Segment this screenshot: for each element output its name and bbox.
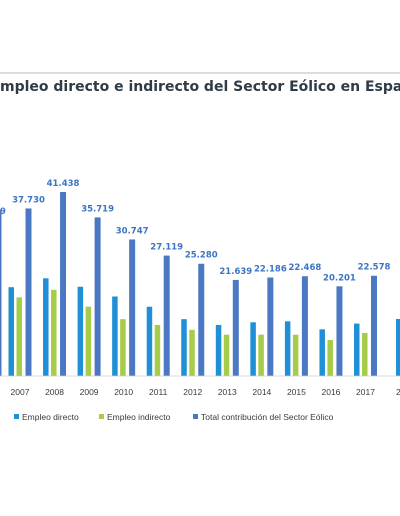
bar-2008-series-0 — [43, 278, 49, 376]
bar-2014-series-2 — [267, 277, 274, 376]
legend-label-2: Total contribución del Sector Eólico — [201, 412, 334, 422]
bar-2007-series-1 — [16, 297, 22, 376]
data-label-2013: 21.639 — [219, 267, 252, 277]
bar-2012-series-0 — [181, 319, 187, 376]
bar-2017-series-2 — [371, 275, 377, 376]
bar-2012-series-2 — [198, 263, 205, 376]
bar-2008-series-1 — [51, 289, 57, 376]
data-label-2015: 22.468 — [288, 263, 321, 273]
bar-2013-series-1 — [223, 334, 230, 376]
partial-right-tick: 2 — [396, 387, 400, 397]
data-label-2014: 22.186 — [254, 264, 287, 274]
x-tick-2007: 2007 — [11, 387, 30, 397]
bar-2014-series-1 — [258, 334, 264, 376]
legend-label-1: Empleo indirecto — [107, 412, 171, 422]
partial-left-label: 9 — [0, 207, 6, 217]
x-tick-2014: 2014 — [252, 387, 271, 397]
chart-title: mpleo directo e indirecto del Sector Eól… — [0, 79, 400, 95]
bar-2009-series-2 — [94, 217, 101, 376]
bar-2010-series-1 — [120, 319, 126, 376]
bar-2012-series-1 — [189, 329, 195, 376]
data-label-2012: 25.280 — [185, 251, 218, 261]
x-tick-2016: 2016 — [321, 387, 340, 397]
data-label-2007: 37.730 — [12, 195, 45, 205]
bar-2007-series-2 — [25, 208, 32, 376]
bar-2015-series-1 — [292, 334, 299, 376]
legend-swatch-0 — [14, 414, 19, 419]
bar-2017-series-1 — [362, 332, 368, 376]
bar-partial-right — [396, 319, 400, 376]
bar-2011-series-2 — [163, 255, 170, 376]
bar-2016-series-1 — [327, 340, 333, 376]
x-tick-2015: 2015 — [287, 387, 306, 397]
bar-2016-series-0 — [319, 329, 325, 376]
bar-2013-series-0 — [215, 324, 222, 376]
bar-2011-series-1 — [154, 324, 161, 376]
legend: Empleo directo Empleo indirecto Total cont… — [14, 412, 334, 422]
bar-2010-series-2 — [129, 239, 136, 376]
x-ticks-group: 2007 2008 2009 2010 2011 2012 2013 2014 2015 2016… — [11, 387, 376, 397]
x-tick-2010: 2010 — [114, 387, 133, 397]
x-tick-2008: 2008 — [45, 387, 64, 397]
bar-2014-series-0 — [250, 322, 256, 376]
data-label-2008: 41.438 — [47, 179, 80, 189]
bar-2007-series-0 — [8, 287, 14, 376]
bar-2017-series-0 — [354, 323, 360, 376]
bar-2016-series-2 — [336, 286, 343, 376]
bar-2015-series-0 — [284, 321, 291, 376]
data-label-2016: 20.201 — [323, 273, 356, 283]
legend-swatch-2 — [193, 414, 198, 419]
legend-swatch-1 — [99, 414, 104, 419]
bar-2009-series-0 — [77, 286, 84, 376]
data-label-2009: 35.719 — [81, 204, 114, 214]
bar-2011-series-0 — [146, 306, 153, 376]
bar-partial-left-2 — [0, 210, 2, 376]
bar-2013-series-2 — [232, 279, 239, 376]
x-tick-2009: 2009 — [80, 387, 99, 397]
data-label-2010: 30.747 — [116, 226, 149, 236]
x-tick-2011: 2011 — [149, 387, 168, 397]
bar-2008-series-2 — [60, 192, 67, 376]
bar-2010-series-0 — [112, 296, 118, 376]
x-tick-2012: 2012 — [183, 387, 202, 397]
data-label-2017: 22.578 — [358, 263, 391, 273]
bars-group — [0, 192, 400, 376]
bar-2015-series-2 — [301, 276, 308, 376]
x-tick-2017: 2017 — [356, 387, 375, 397]
x-tick-2013: 2013 — [218, 387, 237, 397]
bar-2009-series-1 — [85, 306, 92, 376]
data-label-2011: 27.119 — [150, 243, 183, 253]
legend-label-0: Empleo directo — [22, 412, 79, 422]
